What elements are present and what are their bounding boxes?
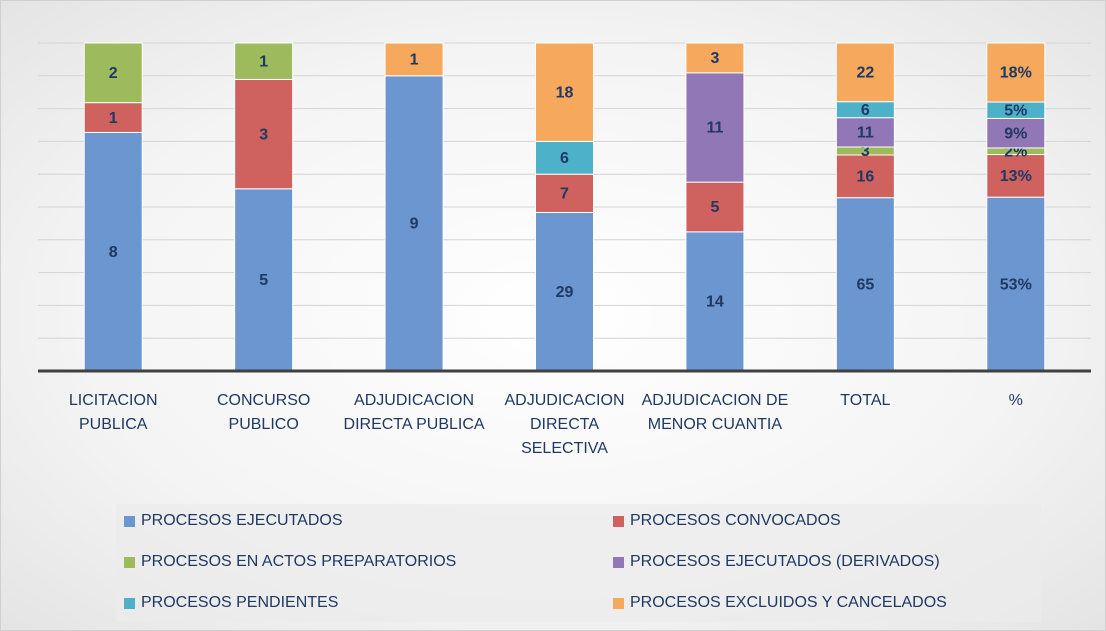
data-label: 18% xyxy=(1000,65,1032,82)
data-label: 65 xyxy=(856,277,874,294)
legend-label: PROCESOS CONVOCADOS xyxy=(630,512,841,529)
data-label: 9 xyxy=(410,216,419,233)
data-label: 11 xyxy=(706,120,723,137)
bar-segment xyxy=(986,42,1046,103)
bar-segment xyxy=(535,42,594,142)
data-label: 53% xyxy=(1000,276,1032,293)
data-label: 22 xyxy=(856,65,874,82)
bar-segment xyxy=(234,42,294,80)
x-tick-label: % xyxy=(1008,392,1023,409)
x-tick-label: ADJUDICACION DIRECTA SELECTIVA xyxy=(504,392,625,457)
bar-segment xyxy=(685,181,745,233)
legend-item: PROCESOS PENDIENTES xyxy=(124,594,338,612)
bar-segment xyxy=(685,42,745,74)
legend-label: PROCESOS EJECUTADOS (DERIVADOS) xyxy=(630,553,940,570)
data-label: 16 xyxy=(856,169,874,186)
legend-swatch xyxy=(124,556,135,568)
x-tick-label: ADJUDICACION DE MENOR CUANTIA xyxy=(641,392,789,433)
legend: PROCESOS EJECUTADOS PROCESOS CONVOCADOS PR… xyxy=(116,504,1041,622)
data-label: 1 xyxy=(259,53,268,70)
data-label: 3 xyxy=(259,126,268,143)
legend-item: PROCESOS EJECUTADOS (DERIVADOS) xyxy=(613,553,940,571)
bar-segment xyxy=(535,173,594,213)
data-label: 5 xyxy=(259,272,268,289)
x-tick-label: CONCURSO PUBLICO xyxy=(216,392,311,433)
data-label: 1 xyxy=(109,110,118,127)
data-label: 8 xyxy=(109,244,118,261)
data-label: 7 xyxy=(560,186,569,203)
legend-label: PROCESOS EN ACTOS PREPARATORIOS xyxy=(141,553,457,570)
data-label: 3 xyxy=(710,50,719,67)
legend-swatch xyxy=(613,515,624,527)
plot: 81253191297618145113651631162253%13%2%9%… xyxy=(38,42,1091,373)
data-label: 6 xyxy=(861,102,870,119)
bar-segment xyxy=(83,102,143,133)
bar-segment xyxy=(384,75,444,372)
bar-segment xyxy=(685,231,745,372)
bar-segment xyxy=(535,211,594,372)
legend-swatch xyxy=(124,597,135,609)
data-label: 5 xyxy=(710,199,719,216)
data-label: 1 xyxy=(410,52,419,69)
bar-segment xyxy=(83,42,143,104)
x-tick-label: LICITACION PUBLICA xyxy=(68,392,158,433)
bar-segment xyxy=(986,117,1046,149)
bar-segment xyxy=(835,42,895,103)
legend-item: PROCESOS EXCLUIDOS Y CANCELADOS xyxy=(613,594,947,612)
data-label: 9% xyxy=(1004,125,1027,142)
x-tick-label: ADJUDICACION DIRECTA PUBLICA xyxy=(343,392,485,433)
legend-label: PROCESOS EJECUTADOS xyxy=(141,512,343,529)
data-label: 13% xyxy=(1000,168,1032,185)
legend-item: PROCESOS EN ACTOS PREPARATORIOS xyxy=(124,553,456,571)
legend-item: PROCESOS CONVOCADOS xyxy=(613,512,841,530)
data-label: 18 xyxy=(556,84,574,101)
data-label: 14 xyxy=(706,294,724,311)
data-label: 2 xyxy=(109,65,118,82)
legend-swatch xyxy=(124,515,135,527)
legend-swatch xyxy=(613,597,624,609)
bar-segment xyxy=(835,154,895,199)
data-label: 29 xyxy=(556,284,574,301)
data-label: 6 xyxy=(560,150,569,167)
bar-segment xyxy=(986,196,1046,372)
data-label: 3 xyxy=(861,143,870,160)
x-tick-label: TOTAL xyxy=(840,392,891,409)
bar-segment xyxy=(986,154,1046,198)
legend-label: PROCESOS EXCLUIDOS Y CANCELADOS xyxy=(630,594,947,611)
bar-segment xyxy=(535,140,594,175)
bar-segment xyxy=(384,42,444,77)
data-label: 5% xyxy=(1004,102,1027,119)
legend-item: PROCESOS EJECUTADOS xyxy=(124,512,343,530)
bar-segment xyxy=(83,131,143,372)
legend-label: PROCESOS PENDIENTES xyxy=(141,594,339,611)
data-label: 11 xyxy=(857,125,874,142)
legend-swatch xyxy=(613,556,624,568)
